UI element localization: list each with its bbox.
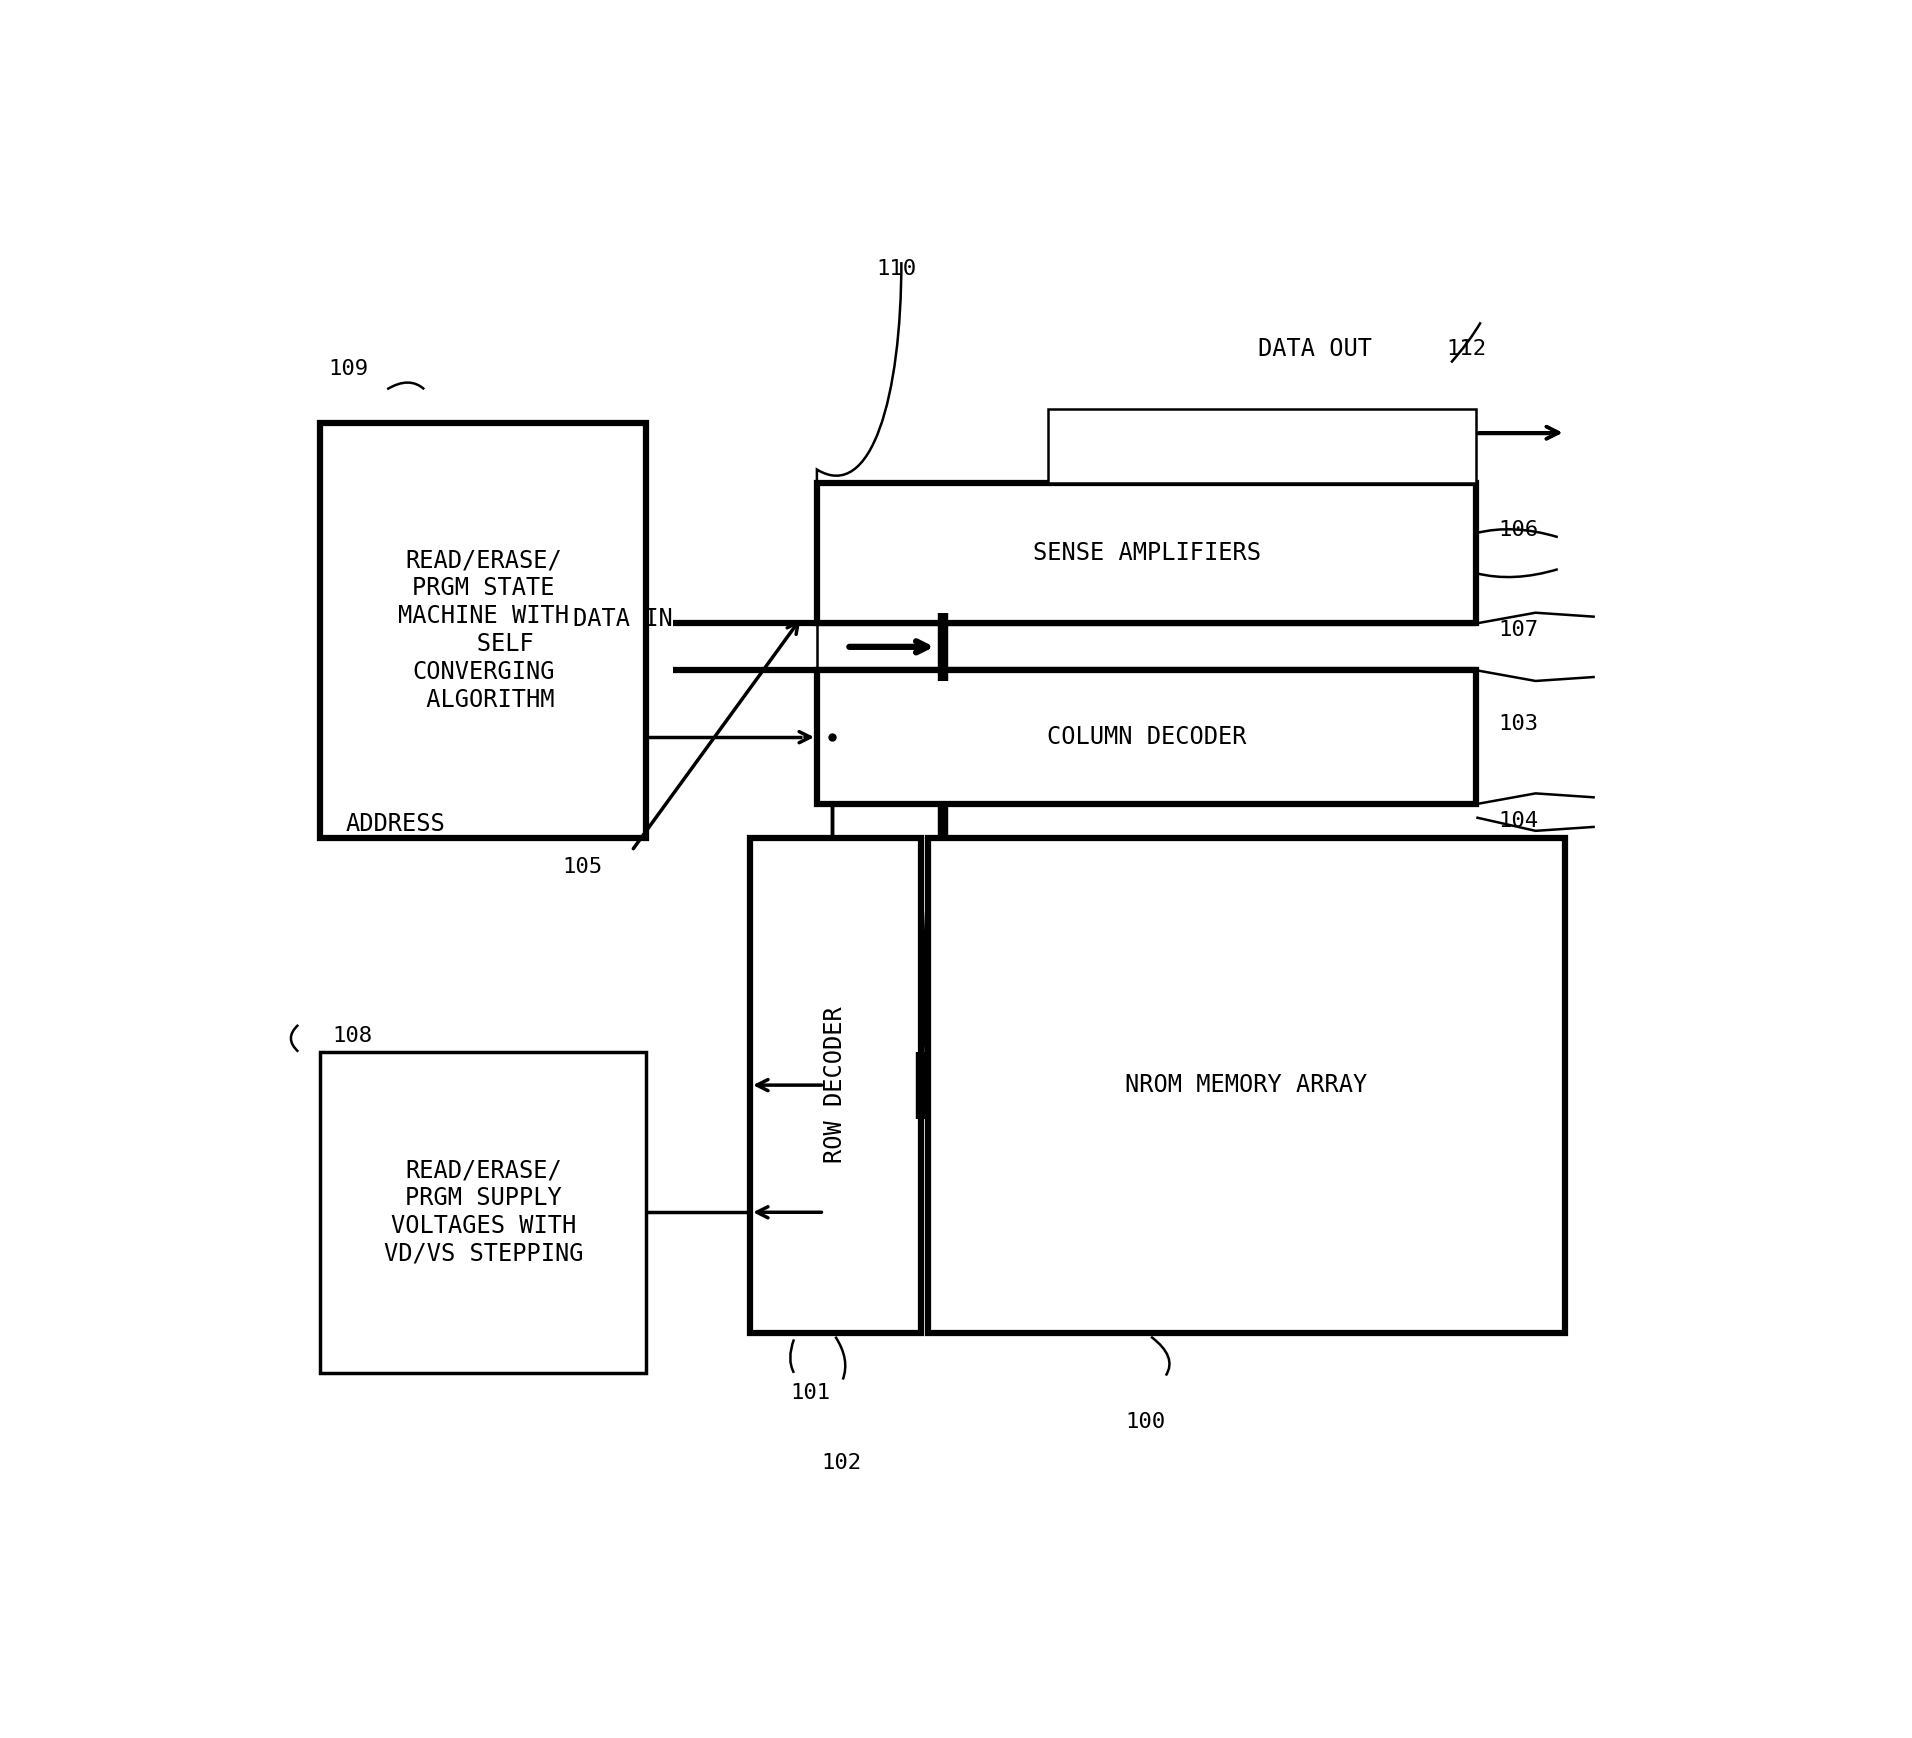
Bar <box>927 838 1566 1333</box>
Text: 108: 108 <box>333 1025 373 1046</box>
Text: READ/ERASE/
PRGM STATE
MACHINE WITH
   SELF
CONVERGING
 ALGORITHM: READ/ERASE/ PRGM STATE MACHINE WITH SELF… <box>398 549 570 711</box>
Bar <box>816 483 1476 624</box>
Bar <box>816 671 1476 805</box>
Text: 100: 100 <box>1124 1413 1164 1432</box>
Text: COLUMN DECODER: COLUMN DECODER <box>1048 725 1247 749</box>
Bar <box>1048 408 1476 483</box>
Text: 103: 103 <box>1499 714 1539 733</box>
Text: 105: 105 <box>562 857 602 878</box>
Text: DATA OUT: DATA OUT <box>1258 337 1373 362</box>
Text: 107: 107 <box>1499 620 1539 640</box>
Text: ROW DECODER: ROW DECODER <box>824 1006 847 1163</box>
Text: READ/ERASE/
PRGM SUPPLY
VOLTAGES WITH
VD/VS STEPPING: READ/ERASE/ PRGM SUPPLY VOLTAGES WITH VD… <box>384 1159 583 1265</box>
Text: 110: 110 <box>876 259 916 278</box>
Text: 112: 112 <box>1447 339 1488 360</box>
Bar <box>321 422 646 838</box>
Text: 109: 109 <box>329 360 367 379</box>
Text: 104: 104 <box>1499 812 1539 831</box>
Text: ADDRESS: ADDRESS <box>346 812 445 836</box>
Text: 102: 102 <box>822 1453 862 1472</box>
Text: 101: 101 <box>790 1383 830 1403</box>
Bar <box>750 838 920 1333</box>
Text: 106: 106 <box>1499 520 1539 541</box>
Bar <box>321 1051 646 1373</box>
Text: SENSE AMPLIFIERS: SENSE AMPLIFIERS <box>1032 541 1260 565</box>
Text: NROM MEMORY ARRAY: NROM MEMORY ARRAY <box>1126 1072 1367 1097</box>
Text: DATA IN: DATA IN <box>574 607 673 631</box>
